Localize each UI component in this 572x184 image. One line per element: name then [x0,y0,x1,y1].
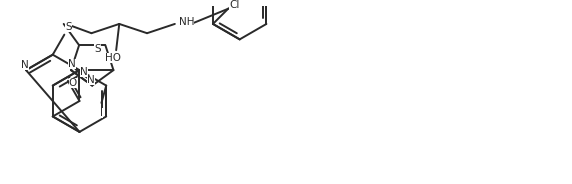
Text: HO: HO [105,53,121,63]
Text: N: N [88,75,95,85]
Text: I: I [100,108,103,118]
Text: NH: NH [178,17,194,27]
Text: S: S [65,22,72,32]
Text: O: O [69,78,77,88]
Text: S: S [94,44,101,54]
Text: Cl: Cl [229,0,239,10]
Text: N: N [81,67,88,77]
Text: N: N [21,60,29,70]
Text: N: N [68,59,76,69]
